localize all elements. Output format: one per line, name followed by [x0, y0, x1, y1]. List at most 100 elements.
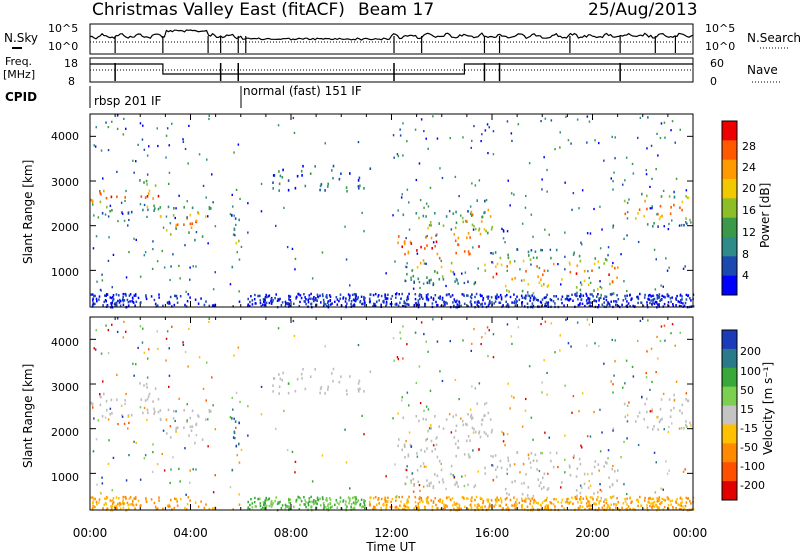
- velocity-cell: [651, 497, 654, 500]
- power-cell: [301, 174, 303, 177]
- vel-cbar-tick-neg15: -15: [740, 422, 758, 435]
- velocity-cell: [652, 497, 655, 500]
- power-cell: [663, 121, 666, 124]
- power-cell: [494, 251, 497, 254]
- velocity-cell: [439, 498, 441, 501]
- power-cell: [407, 295, 409, 298]
- velocity-cell: [668, 469, 670, 472]
- velocity-cell: [260, 385, 263, 388]
- power-cell: [426, 281, 429, 285]
- power-cell: [394, 293, 397, 296]
- velocity-cell: [496, 498, 498, 501]
- velocity-cell: [614, 360, 616, 363]
- power-cell: [211, 173, 213, 176]
- power-cell: [513, 301, 515, 304]
- power-cell: [364, 297, 366, 300]
- velocity-cell: [435, 437, 437, 440]
- velocity-cell: [361, 414, 363, 417]
- velocity-cell: [510, 335, 513, 338]
- velocity-cell: [345, 389, 348, 392]
- power-cell: [352, 298, 355, 301]
- velocity-cell: [214, 428, 217, 431]
- power-cell: [606, 301, 609, 304]
- velocity-cell: [432, 500, 435, 503]
- power-cell: [133, 171, 135, 174]
- velocity-cell: [572, 502, 574, 505]
- power-cell: [416, 249, 418, 252]
- velocity-cell: [504, 487, 507, 491]
- power-cell: [637, 136, 639, 139]
- power-cell: [554, 148, 556, 151]
- velocity-cell: [530, 416, 533, 419]
- velocity-cell: [95, 500, 98, 504]
- power-cell: [676, 294, 678, 298]
- power-cell: [169, 302, 171, 305]
- power-cell: [398, 235, 400, 238]
- velocity-cell: [502, 432, 505, 435]
- power-cell: [99, 191, 101, 195]
- velocity-cell: [248, 507, 251, 511]
- velocity-cell: [111, 412, 113, 415]
- velocity-cell: [500, 466, 503, 470]
- power-cell: [509, 261, 512, 265]
- velocity-cell: [557, 500, 559, 504]
- power-cell: [257, 294, 259, 298]
- velocity-cell: [205, 418, 207, 421]
- power-cell: [106, 305, 109, 308]
- power-cell: [427, 293, 429, 296]
- velocity-cell: [626, 404, 629, 407]
- power-cell: [564, 255, 566, 258]
- velocity-cell: [189, 499, 191, 502]
- power-cell: [106, 205, 108, 209]
- velocity-ytick-3000: 3000: [51, 381, 79, 394]
- power-cell: [419, 286, 421, 289]
- power-cell: [548, 233, 550, 236]
- velocity-cell: [234, 437, 236, 440]
- power-cell: [583, 269, 586, 273]
- velocity-cell: [417, 504, 420, 508]
- velocity-cell: [511, 480, 513, 484]
- power-cell: [270, 298, 273, 301]
- velocity-cell: [667, 507, 670, 511]
- power-cell: [463, 302, 466, 305]
- power-cell: [601, 228, 603, 231]
- velocity-cell: [455, 480, 458, 484]
- velocity-cell: [140, 504, 142, 507]
- power-cell: [532, 298, 535, 302]
- power-cell: [432, 282, 435, 285]
- power-cell: [418, 162, 421, 165]
- power-cell: [678, 304, 681, 308]
- velocity-cell: [300, 372, 303, 376]
- velocity-cell: [350, 503, 353, 506]
- velocity-cell: [513, 503, 516, 506]
- noise-sky-trace: [89, 29, 694, 41]
- velocity-cell: [578, 410, 580, 413]
- power-cell: [494, 300, 497, 303]
- velocity-cell: [466, 423, 468, 427]
- velocity-cell: [92, 502, 94, 505]
- velocity-cell: [259, 497, 261, 501]
- velocity-cell: [374, 507, 377, 511]
- power-cell: [626, 294, 628, 297]
- velocity-cell: [398, 438, 400, 441]
- power-cell: [394, 303, 397, 306]
- power-cell: [689, 297, 691, 300]
- power-cell: [179, 295, 182, 298]
- power-cell: [194, 238, 196, 242]
- power-cell: [327, 304, 330, 307]
- velocity-cell: [342, 500, 344, 503]
- velocity-cell: [646, 506, 649, 510]
- velocity-cell: [598, 469, 600, 472]
- velocity-cell: [107, 352, 110, 355]
- velocity-cell: [284, 508, 287, 511]
- power-cell: [407, 303, 410, 306]
- power-cell: [679, 128, 681, 131]
- velocity-cell: [405, 469, 408, 472]
- velocity-cell: [133, 497, 136, 500]
- power-cell: [660, 195, 663, 198]
- velocity-cell: [439, 500, 441, 503]
- velocity-cell: [612, 429, 614, 432]
- velocity-cell: [178, 467, 180, 470]
- power-cell: [432, 241, 435, 244]
- power-cell: [394, 260, 396, 263]
